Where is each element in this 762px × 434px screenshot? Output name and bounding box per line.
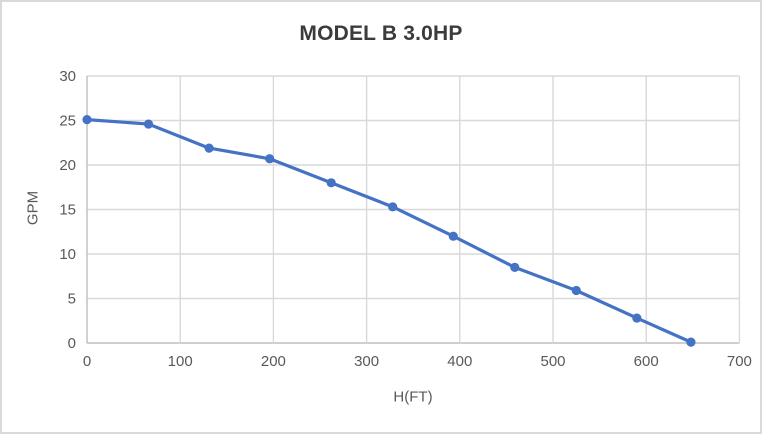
data-point-marker <box>510 262 520 272</box>
data-point-marker <box>571 285 581 296</box>
data-point-marker <box>388 202 398 212</box>
y-tick-label: 20 <box>59 157 76 174</box>
y-axis-title: GPM <box>24 190 42 226</box>
x-tick-label: 0 <box>83 353 91 370</box>
x-tick-label: 300 <box>354 353 379 370</box>
data-point-marker <box>686 337 696 347</box>
data-point-marker <box>326 178 336 188</box>
data-point-marker <box>204 143 214 153</box>
y-tick-label: 25 <box>59 113 76 130</box>
data-point-marker <box>448 231 458 241</box>
series-line <box>85 118 693 344</box>
y-tick-label: 30 <box>59 68 76 85</box>
y-tick-label: 0 <box>68 335 76 352</box>
x-tick-label: 200 <box>261 353 286 370</box>
data-point-marker <box>82 115 92 125</box>
x-tick-label: 100 <box>168 353 193 370</box>
data-point-marker <box>265 154 275 164</box>
data-point-marker <box>632 313 642 323</box>
y-tick-label: 5 <box>68 291 76 308</box>
chart-title: MODEL B 3.0HP <box>299 22 463 45</box>
x-axis-title: H(FT) <box>393 388 433 406</box>
x-tick-label: 400 <box>447 353 472 370</box>
data-point-marker <box>143 119 154 129</box>
y-tick-label: 10 <box>59 246 76 263</box>
x-tick-label: 500 <box>540 353 565 370</box>
x-tick-label: 600 <box>634 353 659 370</box>
y-tick-label: 15 <box>59 202 76 219</box>
x-tick-label: 700 <box>727 353 752 370</box>
